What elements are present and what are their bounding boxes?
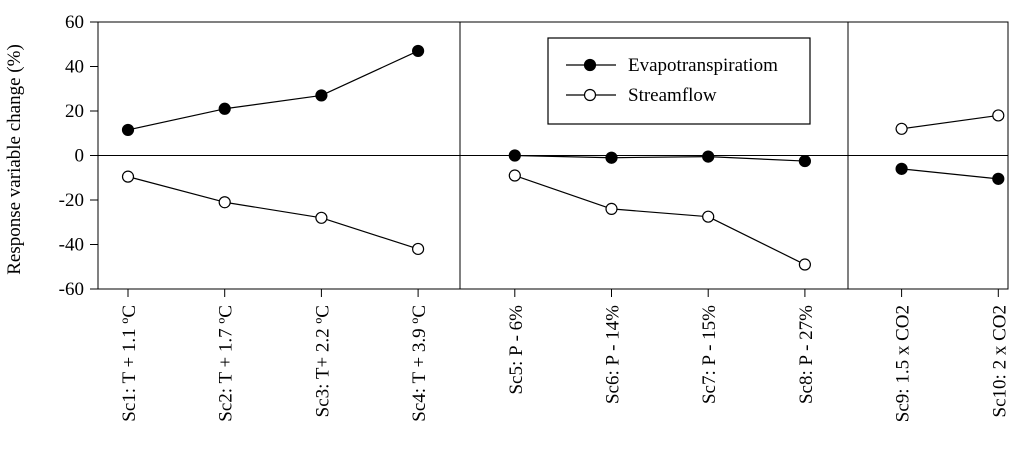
x-category-label: Sc5: P - 6% bbox=[506, 305, 527, 395]
data-point bbox=[798, 258, 812, 271]
x-category-label: Sc2: T + 1.7 ºC bbox=[216, 305, 237, 422]
data-point bbox=[315, 89, 328, 102]
series-line-segment bbox=[708, 156, 805, 162]
data-point bbox=[121, 170, 135, 183]
legend-box bbox=[547, 37, 811, 125]
data-point bbox=[605, 202, 618, 215]
x-category-label: Sc10: 2 x CO2 bbox=[989, 305, 1010, 417]
y-axis-title: Response variable change (%) bbox=[4, 44, 25, 275]
legend-marker bbox=[583, 88, 597, 102]
data-point bbox=[218, 196, 231, 209]
legend-label: Streamflow bbox=[628, 85, 717, 106]
data-point bbox=[121, 123, 135, 137]
series-line-segment bbox=[127, 176, 225, 203]
y-axis: -60 -40 -20 0 20 40 60 bbox=[59, 12, 98, 300]
data-point bbox=[992, 172, 1005, 185]
series-line-segment bbox=[321, 50, 419, 96]
data-point bbox=[218, 102, 231, 115]
series-2 bbox=[121, 109, 1005, 271]
legend-label: Evapotranspiratiom bbox=[628, 55, 778, 76]
data-point bbox=[412, 242, 425, 256]
series-line-segment bbox=[707, 216, 806, 266]
legend: Evapotranspiratiom Streamflow bbox=[547, 37, 811, 125]
data-point bbox=[798, 154, 812, 168]
series-line-segment bbox=[514, 174, 612, 210]
x-category-label: Sc3: T+ 2.2 ºC bbox=[312, 305, 333, 417]
series-line-segment bbox=[514, 154, 612, 159]
y-tick-label: -40 bbox=[59, 235, 84, 256]
series-line-segment bbox=[224, 94, 322, 110]
y-tick-label: 0 bbox=[75, 146, 85, 167]
y-tick-label: -60 bbox=[59, 279, 84, 300]
x-category-label: Sc9: 1.5 x CO2 bbox=[893, 305, 914, 422]
series-1 bbox=[121, 44, 1005, 185]
data-point bbox=[895, 122, 908, 135]
y-tick-label: 40 bbox=[65, 57, 84, 78]
legend-marker bbox=[583, 58, 597, 72]
data-point bbox=[412, 44, 425, 58]
x-category-label: Sc8: P - 27% bbox=[796, 305, 817, 404]
data-point bbox=[702, 210, 715, 223]
y-tick-label: 60 bbox=[65, 12, 84, 33]
series-line-segment bbox=[127, 108, 225, 131]
series-line-segment bbox=[611, 208, 709, 218]
data-point bbox=[508, 149, 521, 162]
x-category-label: Sc1: T + 1.1 ºC bbox=[119, 305, 140, 422]
x-axis: Sc1: T + 1.1 ºC Sc2: T + 1.7 ºC Sc3: T+ 2.… bbox=[119, 289, 1010, 422]
series-line-segment bbox=[321, 217, 419, 250]
series-layer bbox=[121, 44, 1005, 271]
y-tick-label: 20 bbox=[65, 101, 84, 122]
x-category-label: Sc6: P - 14% bbox=[603, 305, 624, 404]
series-line-segment bbox=[901, 114, 999, 130]
data-point bbox=[992, 109, 1005, 122]
series-line-segment bbox=[901, 168, 999, 180]
series-line-segment bbox=[224, 201, 322, 219]
series-line-segment bbox=[611, 156, 709, 159]
x-category-label: Sc4: T + 3.9 ºC bbox=[409, 305, 430, 422]
data-point bbox=[895, 162, 908, 175]
data-point bbox=[702, 150, 715, 163]
data-point bbox=[315, 211, 328, 224]
x-category-label: Sc7: P - 15% bbox=[699, 305, 720, 404]
data-point bbox=[605, 151, 618, 164]
y-tick-label: -20 bbox=[59, 190, 84, 211]
data-point bbox=[508, 169, 521, 182]
